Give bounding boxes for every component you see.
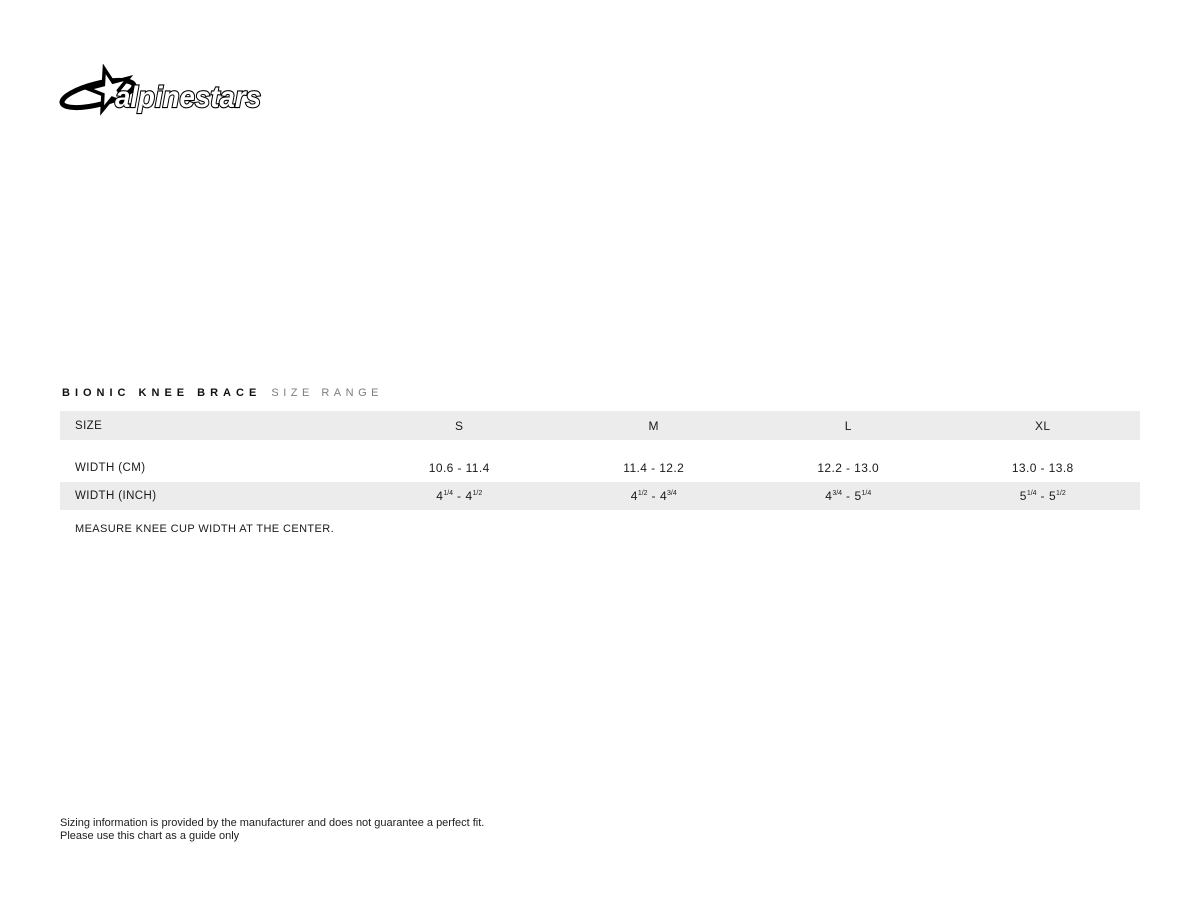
range-dash: - — [846, 489, 851, 503]
width-inch-row: WIDTH (INCH) 4 1/4-4 1/2 4 1/2-4 3/4 4 3/4-5 1… — [60, 482, 1140, 510]
alpinestars-logo-icon: alpinestars — [59, 63, 262, 116]
width-inch-m: 4 1/2-4 3/4 — [557, 482, 752, 510]
size-table: SIZE S M L XL WIDTH (CM) 10.6 - 11.4 11.… — [60, 411, 1140, 535]
width-cm-row: WIDTH (CM) 10.6 - 11.4 11.4 - 12.2 12.2 … — [60, 453, 1140, 482]
width-inch-s: 4 1/4-4 1/2 — [362, 482, 557, 510]
width-inch-label: WIDTH (INCH) — [75, 490, 157, 502]
inch-value: 4 — [465, 489, 473, 503]
table-spacer — [60, 440, 1140, 453]
brand-wordmark: alpinestars — [115, 81, 261, 114]
width-cm-label: WIDTH (CM) — [75, 461, 146, 474]
table-header-row: SIZE S M L XL — [60, 411, 1140, 440]
inch-fraction: 1/4 — [1026, 489, 1037, 497]
product-name: BIONIC KNEE BRACE — [62, 387, 262, 399]
disclaimer-line-2: Please use this chart as a guide only — [60, 829, 240, 842]
column-header-m: M — [648, 418, 659, 433]
inch-value: 4 — [436, 489, 444, 503]
width-inch-xl: 5 1/4-5 1/2 — [946, 482, 1141, 510]
title-suffix: SIZE RANGE — [271, 387, 383, 399]
column-header-l: L — [844, 418, 852, 433]
inch-fraction: 3/4 — [832, 489, 843, 497]
width-cm-s: 10.6 - 11.4 — [428, 460, 490, 475]
inch-fraction: 1/4 — [861, 489, 872, 497]
header-size-label: SIZE — [75, 419, 103, 432]
inch-value: 4 — [630, 489, 638, 503]
sizing-disclaimer: Sizing information is provided by the ma… — [60, 817, 484, 842]
measurement-note: MEASURE KNEE CUP WIDTH AT THE CENTER. — [75, 523, 335, 535]
inch-value: 5 — [1019, 489, 1027, 503]
inch-fraction: 1/2 — [637, 489, 648, 497]
alpinestars-logo: alpinestars — [58, 63, 264, 120]
width-inch-l: 4 3/4-5 1/4 — [751, 482, 946, 510]
inch-value: 4 — [659, 489, 668, 503]
inch-value: 4 — [825, 489, 833, 503]
inch-fraction: 1/4 — [443, 489, 454, 497]
range-dash: - — [1040, 489, 1045, 503]
width-cm-m: 11.4 - 12.2 — [623, 460, 685, 475]
disclaimer-line-1: Sizing information is provided by the ma… — [60, 817, 485, 829]
range-dash: - — [457, 489, 462, 503]
inch-fraction: 3/4 — [667, 489, 677, 497]
column-header-xl: XL — [1035, 418, 1051, 433]
inch-fraction: 1/2 — [472, 489, 483, 497]
inch-value: 5 — [1048, 489, 1057, 503]
column-header-s: S — [455, 418, 464, 433]
width-cm-xl: 13.0 - 13.8 — [1011, 460, 1074, 475]
width-cm-l: 12.2 - 13.0 — [817, 460, 880, 475]
inch-fraction: 1/2 — [1056, 489, 1066, 497]
inch-value: 5 — [854, 489, 862, 503]
range-dash: - — [651, 489, 656, 503]
page-title: BIONIC KNEE BRACE SIZE RANGE — [62, 386, 383, 400]
